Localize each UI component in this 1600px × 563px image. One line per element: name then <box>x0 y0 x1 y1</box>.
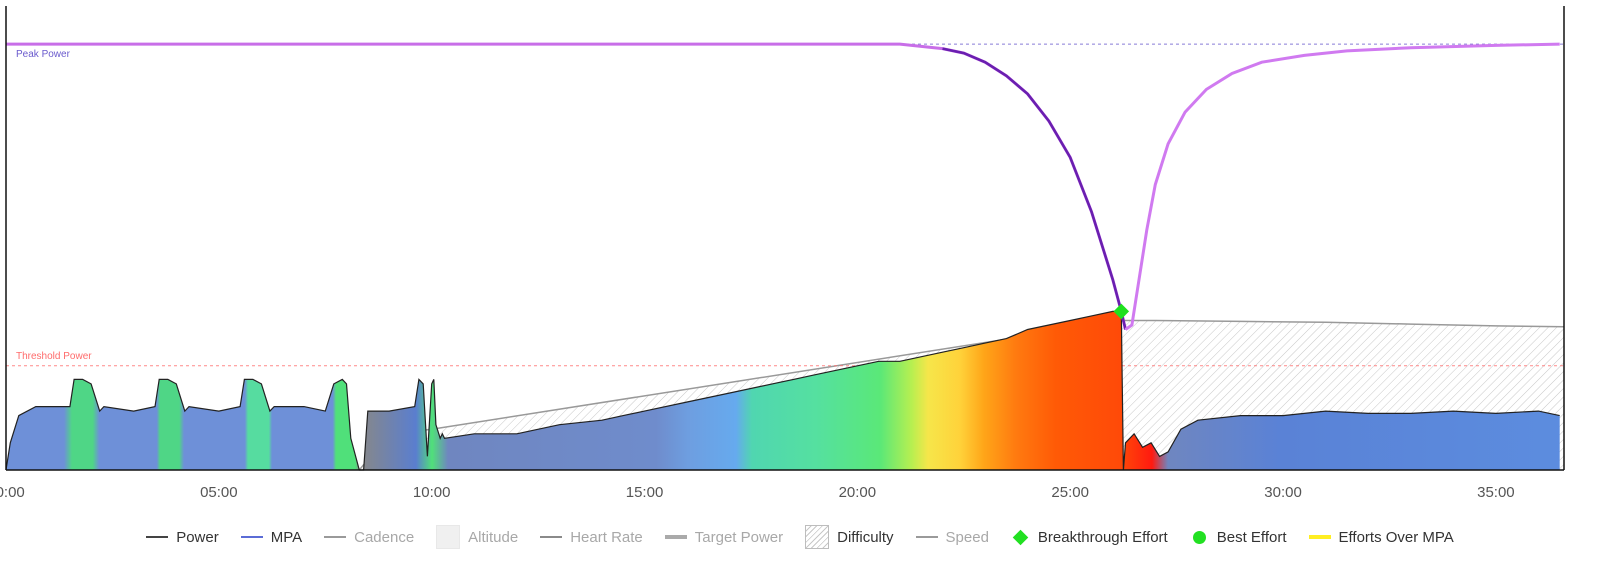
chart-legend: Power MPA Cadence Altitude Heart Rate Target … <box>0 522 1600 552</box>
legend-swatch-line <box>240 536 263 538</box>
x-tick-label: 05:00 <box>200 484 238 501</box>
legend-label: Breakthrough Effort <box>1037 528 1168 546</box>
reference-label: Peak Power <box>16 49 71 60</box>
legend-item-best-effort[interactable]: Best Effort <box>1190 529 1287 546</box>
legend-swatch-thick <box>1308 535 1331 539</box>
legend-label: Altitude <box>468 528 519 546</box>
x-tick-label: 20:00 <box>839 484 877 501</box>
x-tick-label: 00:00 <box>0 484 25 501</box>
legend-label: MPA <box>270 528 303 546</box>
legend-label: Cadence <box>354 528 415 546</box>
legend-label: Target Power <box>694 528 784 546</box>
legend-item-heart-rate[interactable]: Heart Rate <box>540 529 643 546</box>
x-tick-label: 35:00 <box>1477 484 1515 501</box>
legend-item-breakthrough-effort[interactable]: Breakthrough Effort <box>1011 529 1168 546</box>
mpa-layer <box>6 42 1560 331</box>
legend-item-speed[interactable]: Speed <box>915 528 989 546</box>
reference-label: Threshold Power <box>16 351 92 362</box>
power-line <box>5 310 1560 471</box>
effort-markers <box>1113 303 1130 320</box>
legend-swatch-diamond <box>1012 529 1029 545</box>
legend-item-altitude[interactable]: Altitude <box>436 525 518 549</box>
legend-label: Difficulty <box>837 528 894 546</box>
legend-swatch-dot <box>1192 530 1206 544</box>
legend-swatch-line <box>540 536 563 538</box>
legend-swatch-line <box>915 536 938 538</box>
legend-label: Best Effort <box>1216 528 1287 546</box>
mpa-line-peak <box>6 42 1127 330</box>
mpa-line-descent <box>942 47 1127 330</box>
x-tick-label: 25:00 <box>1051 484 1089 501</box>
mpa-line-recovery <box>1124 42 1560 331</box>
reference-lines: Peak Power Threshold Power <box>6 43 1564 367</box>
x-tick-label: 30:00 <box>1264 484 1302 501</box>
power-chart: Peak Power Threshold Power 00:00 05:00 10:0… <box>0 6 1565 501</box>
legend-item-power[interactable]: Power <box>146 529 219 546</box>
x-tick-label: 10:00 <box>413 484 451 501</box>
legend-swatch-line <box>146 536 169 538</box>
breakthrough-effort-marker <box>1113 303 1130 320</box>
legend-item-difficulty[interactable]: Difficulty <box>805 525 894 549</box>
legend-label: Speed <box>945 528 989 546</box>
legend-item-cadence[interactable]: Cadence <box>324 529 414 546</box>
legend-item-mpa[interactable]: MPA <box>240 528 303 546</box>
legend-label: Power <box>176 528 219 546</box>
legend-swatch-area <box>436 525 461 549</box>
legend-label: Heart Rate <box>570 528 643 546</box>
legend-item-efforts-over-mpa[interactable]: Efforts Over MPA <box>1308 528 1454 546</box>
legend-item-target-power[interactable]: Target Power <box>664 528 784 546</box>
legend-swatch-hatch <box>805 525 830 549</box>
legend-label: Efforts Over MPA <box>1338 528 1454 546</box>
legend-swatch-line <box>324 536 347 538</box>
x-axis: 00:00 05:00 10:00 15:00 20:00 25:00 30:00 35:00 <box>0 6 1565 501</box>
legend-swatch-thick <box>664 535 687 539</box>
x-tick-label: 15:00 <box>626 484 664 501</box>
